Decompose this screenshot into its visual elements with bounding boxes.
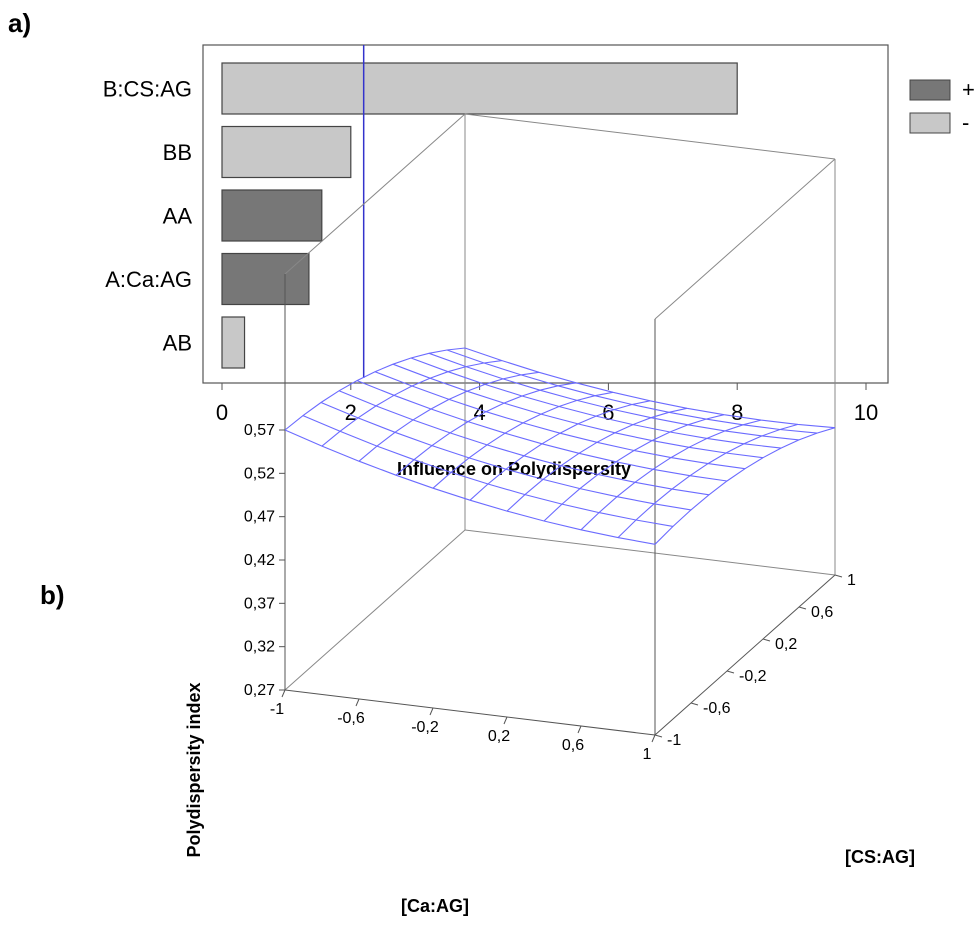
x-tick-mark-3d <box>281 689 286 698</box>
legend-label: - <box>962 110 969 135</box>
panel-label-a: a) <box>8 8 32 38</box>
pareto-bar-chart: 0 2 4 6 8 10 B:CS:AG BB AA A:Ca:AG AB + - Influenc… <box>103 44 975 479</box>
x-tick-label-3d: 1 <box>643 746 652 763</box>
box-edge <box>284 689 656 736</box>
panel-label-b: b) <box>40 580 65 610</box>
x-tick-label: 4 <box>473 400 485 425</box>
x-tick-mark-3d <box>355 698 360 707</box>
bar-ab <box>221 316 246 369</box>
x-tick-label-3d: -0,2 <box>411 719 439 736</box>
y-tick-label-3d: -1 <box>667 732 681 749</box>
z-tick-label: 0,47 <box>244 509 275 526</box>
y-tick-mark-3d <box>654 734 663 738</box>
x-tick-label: 10 <box>854 400 878 425</box>
x-tick-label: 8 <box>731 400 743 425</box>
y-axis-title-3d: [CS:AG] <box>845 847 915 867</box>
legend-swatch <box>909 112 951 134</box>
x-tick-mark-3d <box>503 716 508 725</box>
legend-swatch <box>909 79 951 101</box>
bar-a-ca-ag <box>221 252 310 306</box>
y-tick-label-3d: 1 <box>847 572 856 589</box>
y-tick-mark-3d <box>690 702 699 706</box>
y-tick-label-3d: -0,6 <box>703 700 731 717</box>
x-axis-title-3d: [Ca:AG] <box>401 896 469 916</box>
box-edge <box>284 529 466 691</box>
category-label: AB <box>163 331 192 356</box>
x-tick-label: 2 <box>345 400 357 425</box>
x-tick-label-3d: 0,6 <box>562 737 584 754</box>
x-tick-mark-3d <box>651 734 656 743</box>
z-axis-title: Polydispersity index <box>184 682 204 857</box>
bar-bb <box>221 125 352 179</box>
x-tick-label-3d: -0,6 <box>337 710 365 727</box>
y-tick-mark-3d <box>762 638 771 642</box>
category-label: BB <box>163 140 192 165</box>
y-tick-label-3d: -0,2 <box>739 668 767 685</box>
x-tick-label: 0 <box>216 400 228 425</box>
x-axis-title: Influence on Polydispersity <box>397 459 631 479</box>
y-tick-mark-3d <box>834 574 843 578</box>
bar-b-cs-ag <box>221 62 738 115</box>
y-tick-label-3d: 0,6 <box>811 604 833 621</box>
y-tick-mark-3d <box>726 670 735 674</box>
x-tick-label-3d: 0,2 <box>488 728 510 745</box>
box-edge <box>654 574 836 736</box>
category-label: A:Ca:AG <box>105 267 192 292</box>
category-label: B:CS:AG <box>103 77 192 102</box>
legend-label: + <box>962 77 975 102</box>
x-tick-mark-3d <box>577 725 582 734</box>
y-tick-mark-3d <box>798 606 807 610</box>
x-tick-label: 6 <box>602 400 614 425</box>
z-tick-label: 0,42 <box>244 552 275 569</box>
z-tick-label: 0,32 <box>244 639 275 656</box>
box-edge <box>464 529 836 576</box>
x-tick-label-3d: -1 <box>270 701 284 718</box>
category-label: AA <box>163 204 193 229</box>
z-tick-label: 0,27 <box>244 682 275 699</box>
y-tick-label-3d: 0,2 <box>775 636 797 653</box>
z-tick-label: 0,37 <box>244 595 275 612</box>
x-tick-mark-3d <box>429 707 434 716</box>
bar-aa <box>221 189 323 242</box>
